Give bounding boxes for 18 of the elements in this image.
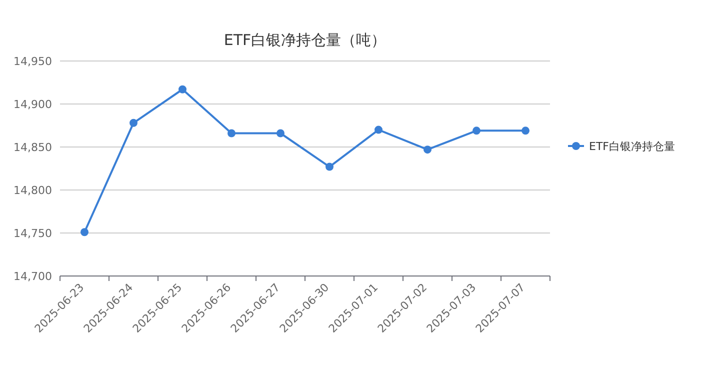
point xyxy=(522,126,530,135)
y-tick-label: 14,900 xyxy=(14,98,52,111)
point xyxy=(374,126,382,134)
point xyxy=(326,162,334,171)
y-tick-label: 14,750 xyxy=(14,227,52,240)
point xyxy=(228,129,236,138)
legend-label: ETF白银净持仓量 xyxy=(589,140,675,153)
point xyxy=(276,129,284,138)
point xyxy=(80,228,88,236)
point xyxy=(472,126,480,135)
y-tick-label: 14,700 xyxy=(14,270,52,283)
point xyxy=(178,85,186,94)
y-tick-label: 14,950 xyxy=(14,55,52,68)
point xyxy=(424,146,432,154)
y-tick-label: 14,800 xyxy=(14,184,52,197)
point xyxy=(130,118,138,127)
y-tick-label: 14,850 xyxy=(14,141,52,154)
chart-title: ETF白银净持仓量（吨） xyxy=(224,31,386,49)
